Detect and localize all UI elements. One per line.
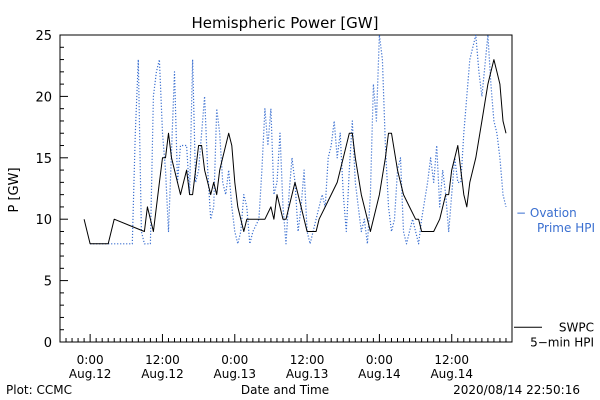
- plot-timestamp: 2020/08/14 22:50:16: [453, 383, 580, 397]
- chart-title: Hemispheric Power [GW]: [192, 14, 379, 32]
- plot-credit: Plot: CCMC: [6, 383, 72, 397]
- x-axis-label: Date and Time: [241, 383, 329, 397]
- x-tick-label-date: Aug.13: [214, 367, 257, 381]
- y-tick-label: 0: [44, 336, 52, 351]
- x-tick-label-time: 12:00: [290, 353, 325, 367]
- series-layer: [83, 34, 507, 245]
- y-tick-label: 20: [35, 90, 52, 105]
- x-tick-label-time: 12:00: [434, 353, 469, 367]
- x-tick-label-date: Aug.13: [286, 367, 329, 381]
- y-tick-label: 15: [35, 152, 52, 167]
- y-tick-label: 5: [44, 275, 52, 290]
- x-tick-label-time: 0:00: [221, 353, 248, 367]
- y-axis-label: P [GW]: [7, 167, 22, 212]
- x-tick-label-date: Aug.12: [141, 367, 184, 381]
- legend-swpc-line1: SWPC: [559, 320, 594, 334]
- x-tick-label-date: Aug.14: [358, 367, 401, 381]
- series-ovation-prime-line: [90, 34, 507, 245]
- x-tick-label-time: 12:00: [145, 353, 180, 367]
- series-swpc-line: [83, 59, 507, 245]
- legend-swpc-line2: 5−min HPI: [530, 335, 594, 349]
- y-tick-label: 10: [35, 213, 52, 228]
- x-tick-label-time: 0:00: [366, 353, 393, 367]
- plot-area-frame: [59, 34, 513, 343]
- legend-ovation-line1: − Ovation: [516, 206, 577, 220]
- y-axis: 0 5 10 15 20 25: [35, 29, 68, 351]
- x-tick-label-time: 0:00: [77, 353, 104, 367]
- legend-ovation-line2: Prime HPI: [537, 221, 595, 235]
- x-tick-label-date: Aug.12: [69, 367, 112, 381]
- x-tick-label-date: Aug.14: [430, 367, 473, 381]
- x-axis: 0:00Aug.1212:00Aug.120:00Aug.1312:00Aug.…: [59, 334, 513, 381]
- y-tick-label: 25: [35, 29, 52, 44]
